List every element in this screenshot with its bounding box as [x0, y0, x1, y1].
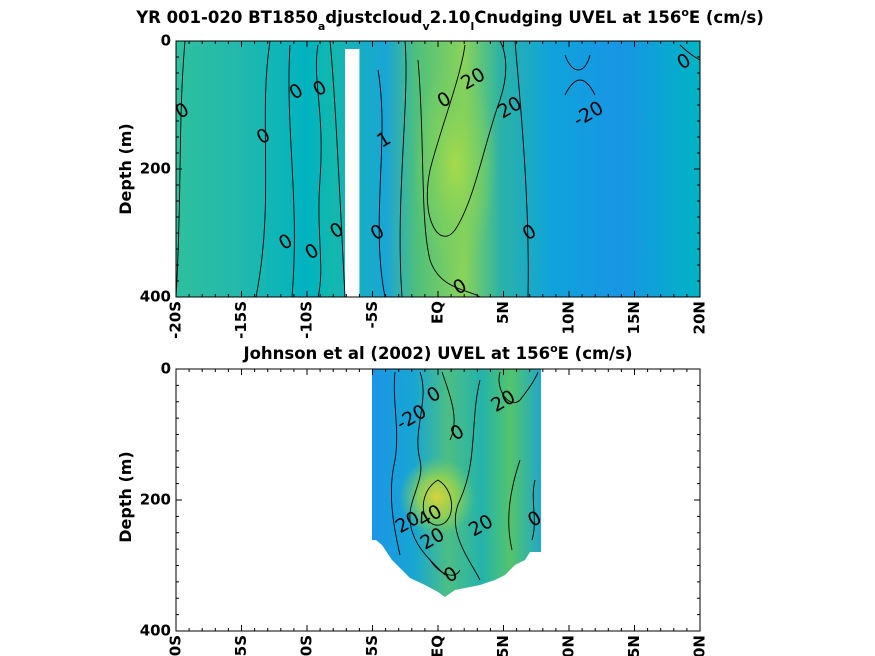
y-tick-label: 400 — [140, 288, 171, 306]
bottom-panel: Johnson et al (2002) UVEL at 156oE (cm/s… — [116, 342, 709, 656]
x-tick-label: EQ — [429, 301, 447, 324]
missing-data-band — [344, 49, 360, 297]
x-tick-label: -20S — [167, 635, 185, 656]
x-tick-label: -5S — [363, 301, 381, 328]
x-tick-label: 15N — [625, 301, 643, 334]
top-panel: YR 001-020 BT1850adjustcloudv2.10lCnudgi… — [116, 6, 764, 339]
y-axis-label: Depth (m) — [116, 451, 135, 543]
x-tick-label: -10S — [298, 301, 316, 339]
x-tick-label: 10N — [560, 635, 578, 656]
chart-title: YR 001-020 BT1850adjustcloudv2.10lCnudgi… — [135, 6, 764, 33]
x-tick-label: -15S — [232, 301, 250, 339]
x-tick-label: -5S — [363, 635, 381, 656]
axes: -20S -15S -10S -5S EQ 5N 10N 15N 20N 0 200 400 — [140, 360, 709, 656]
y-tick-label: 400 — [140, 622, 171, 640]
x-tick-label: -15S — [232, 635, 250, 656]
x-tick-label: -10S — [298, 635, 316, 656]
y-tick-label: 200 — [140, 491, 171, 509]
jet-core — [399, 457, 475, 537]
y-tick-label: 200 — [140, 160, 171, 178]
x-tick-label: 10N — [560, 301, 578, 334]
y-axis-label: Depth (m) — [116, 123, 135, 215]
x-tick-label: 5N — [494, 635, 512, 656]
contour-lines — [175, 40, 701, 298]
x-tick-label: 5N — [494, 301, 512, 324]
y-tick-label: 0 — [161, 32, 171, 50]
contour-lines — [390, 371, 539, 581]
y-tick-label: 0 — [161, 360, 171, 378]
x-tick-label: 15N — [625, 635, 643, 656]
x-tick-label: 20N — [691, 635, 709, 656]
x-tick-label: EQ — [429, 635, 447, 656]
axes: -20S -15S -10S -5S EQ 5N 10N 15N 20N 0 200 400 — [140, 32, 709, 339]
chart-title: Johnson et al (2002) UVEL at 156oE (cm/s… — [242, 342, 632, 363]
x-tick-label: 20N — [691, 301, 709, 334]
jet-core — [413, 60, 497, 270]
x-tick-label: -20S — [167, 301, 185, 339]
